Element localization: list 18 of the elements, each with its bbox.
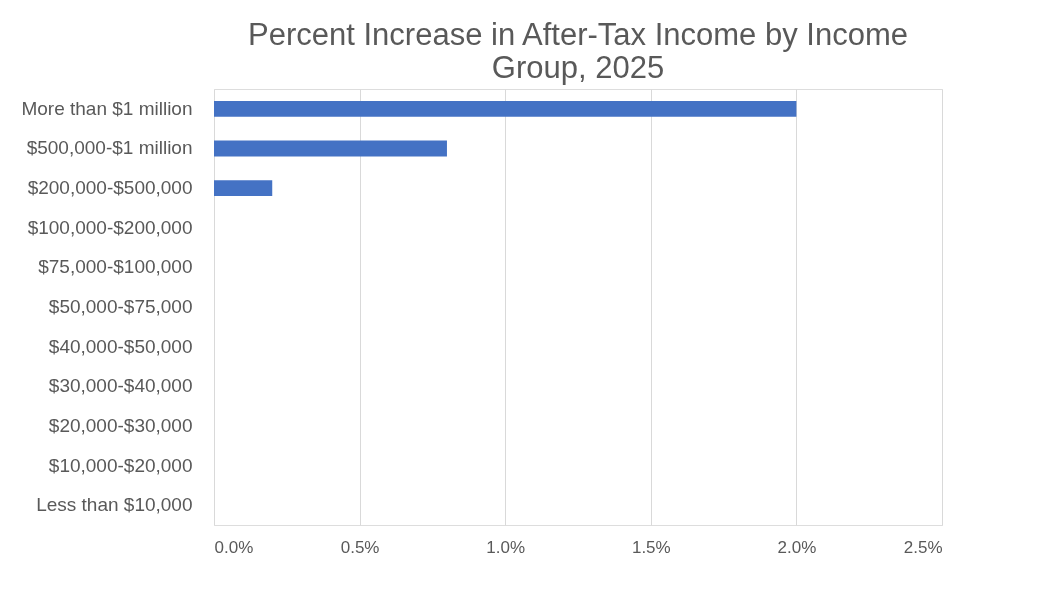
y-tick-label: $20,000-$30,000 [48,414,193,436]
y-tick-label: $50,000-$75,000 [48,296,193,317]
y-tick-label: $40,000-$50,000 [48,335,193,357]
chart-title: Percent Increase in After-Tax Income by Income Group, 2025 [248,17,908,85]
y-tick-label: $500,000-$1 million [26,137,193,159]
x-tick-label: 1.5% [631,537,671,557]
y-tick-label: $100,000-$200,000 [27,216,193,238]
y-tick-label: $75,000-$100,000 [38,256,193,278]
y-tick-label: More than $1 million [21,97,193,119]
x-tick-label: 1.0% [486,537,526,557]
x-tick-label: 2.5% [903,537,943,557]
y-tick-label: Less than $10,000 [36,494,193,516]
x-tick-label: 2.0% [777,537,817,557]
y-tick-label: $200,000-$500,000 [27,177,193,199]
x-tick-label: 0.5% [340,537,380,557]
y-tick-label: $30,000-$40,000 [48,375,193,397]
y-tick-label: $10,000-$20,000 [48,454,193,476]
x-tick-label: 0.0% [214,537,254,557]
